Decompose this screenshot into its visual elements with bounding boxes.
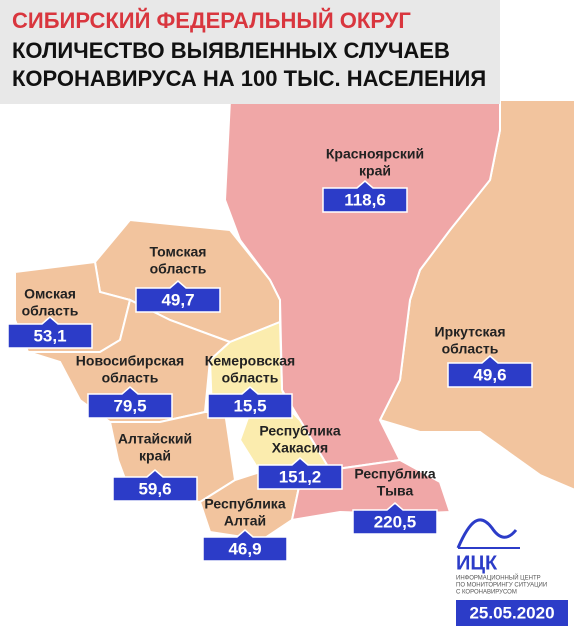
date-box [456, 600, 568, 626]
logo-line: ПО МОНИТОРИНГУ СИТУАЦИИ [456, 583, 547, 589]
region-name: область [22, 303, 79, 319]
region-name: Иркутская [435, 324, 506, 340]
value-box [352, 502, 438, 535]
region-name: край [139, 448, 171, 464]
region-value: 53,1 [33, 326, 66, 345]
logo-line: С КОРОНАВИРУСОМ [456, 590, 517, 596]
value-box [202, 529, 288, 562]
region-name: край [359, 163, 391, 179]
region-name: Томская [150, 244, 207, 260]
logo-line: ИНФОРМАЦИОННЫЙ ЦЕНТР [456, 574, 541, 582]
region-name: область [222, 370, 279, 386]
value-box [322, 180, 408, 213]
header-band [0, 0, 500, 104]
region-name: Республика [354, 466, 435, 482]
region-value: 151,2 [279, 467, 322, 486]
region-name: Хакасия [272, 440, 328, 456]
logo: ИЦК ИНФОРМАЦИОННЫЙ ЦЕНТР ПО МОНИТОРИНГУ … [456, 518, 547, 596]
value-box [87, 386, 173, 419]
map [14, 99, 575, 542]
region-value: 49,7 [161, 290, 194, 309]
region-name: область [150, 261, 207, 277]
value-box [112, 469, 198, 502]
region-name: Омская [24, 286, 76, 302]
logo-name: ИЦК [456, 552, 498, 574]
region-name: Алтай [224, 513, 266, 529]
region-name: Тыва [377, 483, 414, 499]
value-box [135, 280, 221, 313]
value-box [7, 316, 93, 349]
header-title: СИБИРСКИЙ ФЕДЕРАЛЬНЫЙ ОКРУГ [12, 8, 411, 33]
region-name: область [102, 370, 159, 386]
region-name: Кемеровская [205, 353, 295, 369]
region-name: Республика [204, 496, 285, 512]
header-subtitle: КОЛИЧЕСТВО ВЫЯВЛЕННЫХ СЛУЧАЕВ [12, 38, 450, 63]
region-value: 49,6 [473, 365, 506, 384]
value-box [447, 355, 533, 388]
region-value: 59,6 [138, 479, 171, 498]
date: 25.05.2020 [469, 603, 554, 622]
value-box [257, 457, 343, 490]
region-name: Новосибирская [76, 353, 184, 369]
value-box [207, 386, 293, 419]
region-value: 46,9 [228, 539, 261, 558]
region-value: 79,5 [113, 396, 146, 415]
region-value: 15,5 [233, 396, 266, 415]
region-value: 118,6 [344, 190, 386, 209]
region-name: область [442, 341, 499, 357]
logo-icon [456, 518, 518, 549]
region-name: Красноярский [326, 146, 424, 162]
header-subtitle: КОРОНАВИРУСА НА 100 ТЫС. НАСЕЛЕНИЯ [12, 66, 486, 91]
region-name: Республика [259, 423, 340, 439]
region-name: Алтайский [118, 431, 192, 447]
region-value: 220,5 [374, 512, 417, 531]
